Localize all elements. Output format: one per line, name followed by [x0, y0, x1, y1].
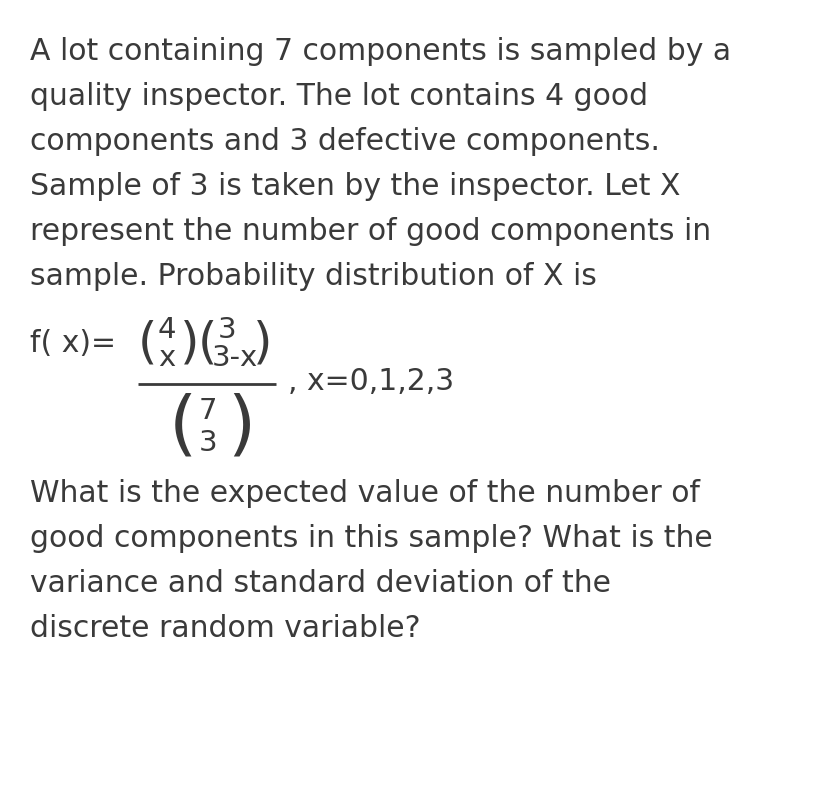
Text: x: x	[158, 344, 175, 372]
Text: ): )	[253, 320, 272, 368]
Text: discrete random variable?: discrete random variable?	[30, 614, 420, 643]
Text: 4: 4	[158, 316, 176, 344]
Text: (: (	[198, 320, 218, 368]
Text: good components in this sample? What is the: good components in this sample? What is …	[30, 524, 712, 553]
Text: Sample of 3 is taken by the inspector. Let X: Sample of 3 is taken by the inspector. L…	[30, 172, 680, 201]
Text: , x=0,1,2,3: , x=0,1,2,3	[288, 367, 453, 396]
Text: variance and standard deviation of the: variance and standard deviation of the	[30, 569, 610, 598]
Text: (: (	[138, 320, 157, 368]
Text: quality inspector. The lot contains 4 good: quality inspector. The lot contains 4 go…	[30, 82, 648, 111]
Text: (: (	[169, 392, 197, 462]
Text: A lot containing 7 components is sampled by a: A lot containing 7 components is sampled…	[30, 37, 730, 66]
Text: 3: 3	[198, 429, 218, 457]
Text: f( x)=: f( x)=	[30, 330, 116, 359]
Text: ): )	[227, 392, 255, 462]
Text: components and 3 defective components.: components and 3 defective components.	[30, 127, 659, 156]
Text: What is the expected value of the number of: What is the expected value of the number…	[30, 479, 699, 508]
Text: represent the number of good components in: represent the number of good components …	[30, 217, 710, 246]
Text: ): )	[179, 320, 199, 368]
Text: 3-x: 3-x	[212, 344, 258, 372]
Text: sample. Probability distribution of X is: sample. Probability distribution of X is	[30, 262, 596, 291]
Text: 7: 7	[198, 397, 218, 425]
Text: 3: 3	[218, 316, 237, 344]
